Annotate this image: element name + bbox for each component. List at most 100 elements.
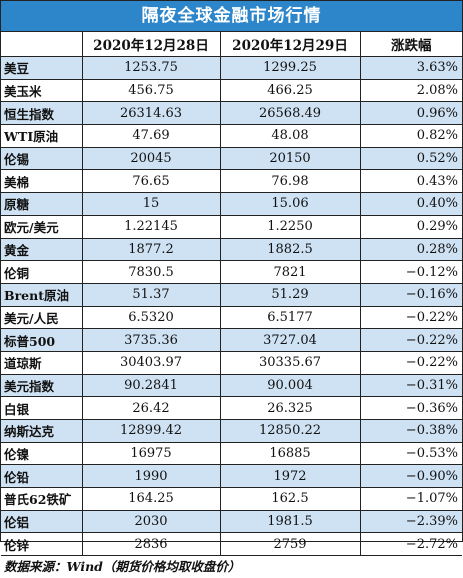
instrument-name: 恒生指数 — [1, 101, 83, 126]
instrument-name: 美元/人民 — [1, 305, 83, 330]
instrument-name: 伦铅 — [1, 464, 83, 489]
price-date-1: 26.42 — [81, 396, 221, 420]
price-date-1: 15 — [81, 192, 221, 216]
price-date-2: 1299.25 — [219, 56, 361, 80]
price-date-2: 15.06 — [219, 192, 361, 216]
price-date-1: 7830.5 — [81, 260, 221, 284]
price-date-1: 456.75 — [81, 78, 221, 103]
instrument-name: 伦铜 — [1, 260, 83, 284]
price-date-2: 51.29 — [219, 282, 361, 307]
price-date-2: 2759 — [219, 532, 361, 557]
price-date-1: 3735.36 — [81, 328, 221, 352]
change-percent: 0.29% — [359, 214, 462, 239]
price-date-1: 6.5320 — [81, 305, 221, 330]
table-row: 美元指数 90.2841 90.004 −0.31% — [1, 373, 462, 398]
table-row: 伦锡 20045 20150 0.52% — [1, 146, 462, 171]
change-percent: −0.38% — [359, 419, 462, 443]
instrument-name: 纳斯达克 — [1, 419, 83, 443]
header-date-2: 2020年12月29日 — [219, 32, 361, 57]
table-body: 美豆 1253.75 1299.25 3.63% 美玉米 456.75 466.25 2.08… — [1, 56, 462, 557]
change-percent: −2.72% — [359, 532, 462, 557]
price-date-1: 2836 — [81, 532, 221, 557]
table-row: Brent原油 51.37 51.29 −0.16% — [1, 282, 462, 307]
table-row: 美棉 76.65 76.98 0.43% — [1, 169, 462, 194]
instrument-name: 欧元/美元 — [1, 214, 83, 239]
table-row: 欧元/美元 1.22145 1.2250 0.29% — [1, 214, 462, 239]
price-date-1: 76.65 — [81, 169, 221, 194]
price-date-1: 26314.63 — [81, 101, 221, 126]
change-percent: −0.36% — [359, 396, 462, 420]
instrument-name: 道琼斯 — [1, 350, 83, 375]
change-percent: 0.40% — [359, 192, 462, 216]
table-row: 纳斯达克 12899.42 12850.22 −0.38% — [1, 419, 462, 443]
change-percent: −0.31% — [359, 373, 462, 398]
table-row: 普氏62铁矿 164.25 162.5 −1.07% — [1, 487, 462, 511]
table-row: 白银 26.42 26.325 −0.36% — [1, 396, 462, 420]
price-date-1: 20045 — [81, 146, 221, 171]
change-percent: 0.96% — [359, 101, 462, 126]
change-percent: −0.16% — [359, 282, 462, 307]
price-date-2: 26568.49 — [219, 101, 361, 126]
change-percent: −0.22% — [359, 328, 462, 352]
price-date-2: 162.5 — [219, 487, 361, 511]
source-note: 数据来源：Wind（期货价格均取收盘价） — [4, 559, 241, 575]
price-date-2: 3727.04 — [219, 328, 361, 352]
instrument-name: 伦镍 — [1, 441, 83, 466]
table-title: 隔夜全球金融市场行情 — [1, 1, 462, 32]
price-date-1: 164.25 — [81, 487, 221, 511]
change-percent: 2.08% — [359, 78, 462, 103]
price-date-1: 90.2841 — [81, 373, 221, 398]
instrument-name: 伦锡 — [1, 146, 83, 171]
table-row: 伦铝 2030 1981.5 −2.39% — [1, 509, 462, 534]
price-date-1: 12899.42 — [81, 419, 221, 443]
price-date-1: 16975 — [81, 441, 221, 466]
price-date-2: 7821 — [219, 260, 361, 284]
price-date-1: 51.37 — [81, 282, 221, 307]
change-percent: −0.22% — [359, 305, 462, 330]
price-date-2: 26.325 — [219, 396, 361, 420]
market-table: 2020年12月28日 2020年12月29日 涨跌幅 美豆 1253.75 129… — [1, 32, 462, 557]
instrument-name: 黄金 — [1, 237, 83, 262]
instrument-name: 美棉 — [1, 169, 83, 194]
change-percent: 0.28% — [359, 237, 462, 262]
change-percent: 0.43% — [359, 169, 462, 194]
price-date-2: 20150 — [219, 146, 361, 171]
table-row: 道琼斯 30403.97 30335.67 −0.22% — [1, 350, 462, 375]
instrument-name: 白银 — [1, 396, 83, 420]
table-row: 美元/人民 6.5320 6.5177 −0.22% — [1, 305, 462, 330]
table-row: 标普500 3735.36 3727.04 −0.22% — [1, 328, 462, 352]
price-date-2: 16885 — [219, 441, 361, 466]
change-percent: −0.12% — [359, 260, 462, 284]
price-date-1: 1990 — [81, 464, 221, 489]
price-date-2: 1.2250 — [219, 214, 361, 239]
price-date-1: 1253.75 — [81, 56, 221, 80]
table-row: 伦铜 7830.5 7821 −0.12% — [1, 260, 462, 284]
change-percent: −0.22% — [359, 350, 462, 375]
instrument-name: WTI原油 — [1, 124, 83, 148]
price-date-2: 1981.5 — [219, 509, 361, 534]
instrument-name: 原糖 — [1, 192, 83, 216]
price-date-2: 90.004 — [219, 373, 361, 398]
price-date-2: 1972 — [219, 464, 361, 489]
table-row: 恒生指数 26314.63 26568.49 0.96% — [1, 101, 462, 126]
price-date-2: 48.08 — [219, 124, 361, 148]
price-date-2: 30335.67 — [219, 350, 361, 375]
price-date-1: 30403.97 — [81, 350, 221, 375]
header-row: 2020年12月28日 2020年12月29日 涨跌幅 — [1, 32, 462, 57]
price-date-1: 1877.2 — [81, 237, 221, 262]
change-percent: −1.07% — [359, 487, 462, 511]
table-row: 黄金 1877.2 1882.5 0.28% — [1, 237, 462, 262]
instrument-name: 标普500 — [1, 328, 83, 352]
price-date-2: 6.5177 — [219, 305, 361, 330]
instrument-name: 美玉米 — [1, 78, 83, 103]
instrument-name: 伦锌 — [1, 532, 83, 557]
change-percent: 3.63% — [359, 56, 462, 80]
table-row: 原糖 15 15.06 0.40% — [1, 192, 462, 216]
header-change: 涨跌幅 — [359, 32, 462, 57]
instrument-name: 美元指数 — [1, 373, 83, 398]
table-row: 伦镍 16975 16885 −0.53% — [1, 441, 462, 466]
price-date-2: 1882.5 — [219, 237, 361, 262]
price-date-2: 466.25 — [219, 78, 361, 103]
instrument-name: 美豆 — [1, 56, 83, 80]
